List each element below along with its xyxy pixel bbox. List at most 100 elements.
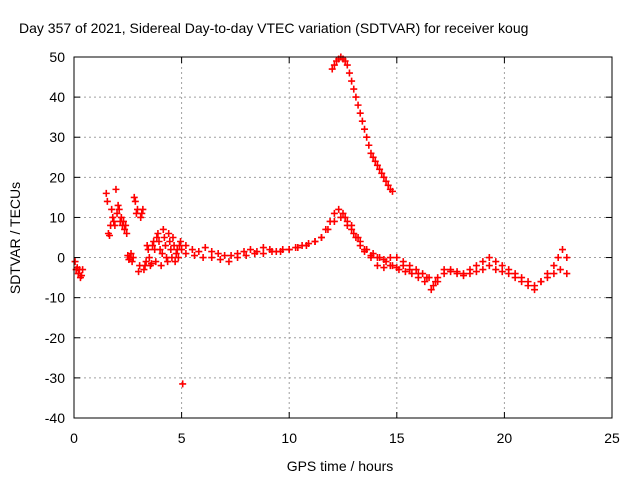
data-point — [345, 69, 353, 77]
data-point — [277, 248, 285, 256]
y-tick-label: -30 — [45, 370, 65, 386]
data-point — [302, 242, 310, 250]
data-point — [156, 246, 164, 254]
x-tick-label: 25 — [604, 430, 620, 446]
data-point — [421, 278, 429, 286]
data-point — [169, 234, 177, 241]
data-point — [432, 278, 440, 286]
data-point — [472, 262, 480, 270]
data-point — [378, 169, 386, 177]
data-point — [128, 258, 136, 266]
data-point — [188, 246, 196, 254]
data-point — [152, 258, 160, 266]
data-point — [498, 262, 506, 270]
y-tick-label: 20 — [49, 169, 65, 185]
data-point — [343, 61, 351, 69]
data-point — [225, 258, 233, 266]
data-point — [485, 254, 493, 262]
data-point — [369, 153, 377, 161]
data-point — [380, 264, 388, 272]
data-point — [117, 213, 125, 221]
data-point — [242, 252, 250, 260]
data-point — [371, 157, 379, 165]
data-point — [399, 262, 407, 270]
data-point — [348, 221, 356, 229]
data-point — [330, 61, 338, 69]
y-axis-label: SDTVAR / TECUs — [7, 182, 23, 294]
data-point — [453, 270, 461, 278]
data-point — [367, 254, 375, 262]
data-point — [177, 238, 185, 246]
data-point — [563, 254, 571, 262]
data-point — [221, 252, 229, 260]
data-point — [341, 213, 349, 221]
data-point — [350, 229, 358, 237]
data-point — [531, 282, 539, 290]
data-point — [147, 260, 155, 268]
x-axis-label: GPS time / hours — [287, 458, 394, 474]
data-point — [382, 258, 390, 266]
series-0 — [71, 185, 187, 388]
data-point — [78, 272, 86, 280]
data-point — [175, 242, 183, 250]
data-point — [157, 262, 165, 270]
data-point — [171, 258, 179, 266]
chart-title: Day 357 of 2021, Sidereal Day-to-day VTE… — [19, 20, 528, 36]
data-point — [259, 244, 267, 252]
data-point — [199, 254, 207, 262]
data-point — [354, 234, 362, 241]
data-point — [317, 234, 325, 241]
data-point — [127, 250, 135, 258]
data-point — [367, 149, 375, 157]
data-point — [498, 268, 506, 276]
data-point — [485, 262, 493, 270]
data-point — [111, 221, 119, 229]
data-point — [328, 65, 336, 73]
data-points — [71, 53, 571, 388]
data-point — [388, 187, 396, 195]
data-point — [216, 256, 224, 264]
data-point — [361, 246, 369, 254]
x-tick-label: 0 — [70, 430, 78, 446]
y-tick-label: 50 — [49, 49, 65, 65]
data-point — [330, 217, 338, 225]
data-point — [380, 173, 388, 181]
data-point — [167, 246, 175, 254]
data-point — [537, 278, 545, 286]
data-point — [122, 221, 130, 229]
data-point — [339, 209, 347, 217]
data-point — [251, 250, 259, 258]
data-point — [108, 205, 116, 213]
data-point — [341, 57, 349, 65]
x-tick-label: 20 — [497, 430, 513, 446]
series-2 — [182, 213, 571, 294]
data-point — [285, 246, 293, 254]
data-point — [158, 250, 166, 258]
data-point — [492, 266, 500, 274]
data-point — [386, 262, 394, 270]
data-point — [563, 270, 571, 278]
data-point — [115, 205, 123, 213]
data-point — [259, 250, 267, 258]
data-point — [161, 242, 169, 250]
data-point — [140, 266, 148, 274]
data-point — [350, 85, 358, 93]
data-point — [373, 262, 381, 270]
data-point — [440, 266, 448, 274]
data-point — [208, 248, 216, 256]
data-point — [119, 217, 127, 225]
y-tick-label: 40 — [49, 89, 65, 105]
data-point — [155, 238, 163, 246]
data-point — [234, 254, 242, 262]
axis-ticks: 0 5 10 15 20 25 -40 -30 -20 -10 0 10 20 30 40 50 — [45, 49, 620, 446]
data-point — [123, 229, 131, 237]
data-point — [130, 193, 138, 201]
data-point — [182, 242, 190, 250]
data-point — [214, 250, 222, 258]
data-point — [382, 177, 390, 185]
data-point — [145, 254, 153, 262]
data-point — [384, 181, 392, 189]
y-tick-label: 0 — [57, 250, 65, 266]
data-point — [361, 125, 369, 133]
